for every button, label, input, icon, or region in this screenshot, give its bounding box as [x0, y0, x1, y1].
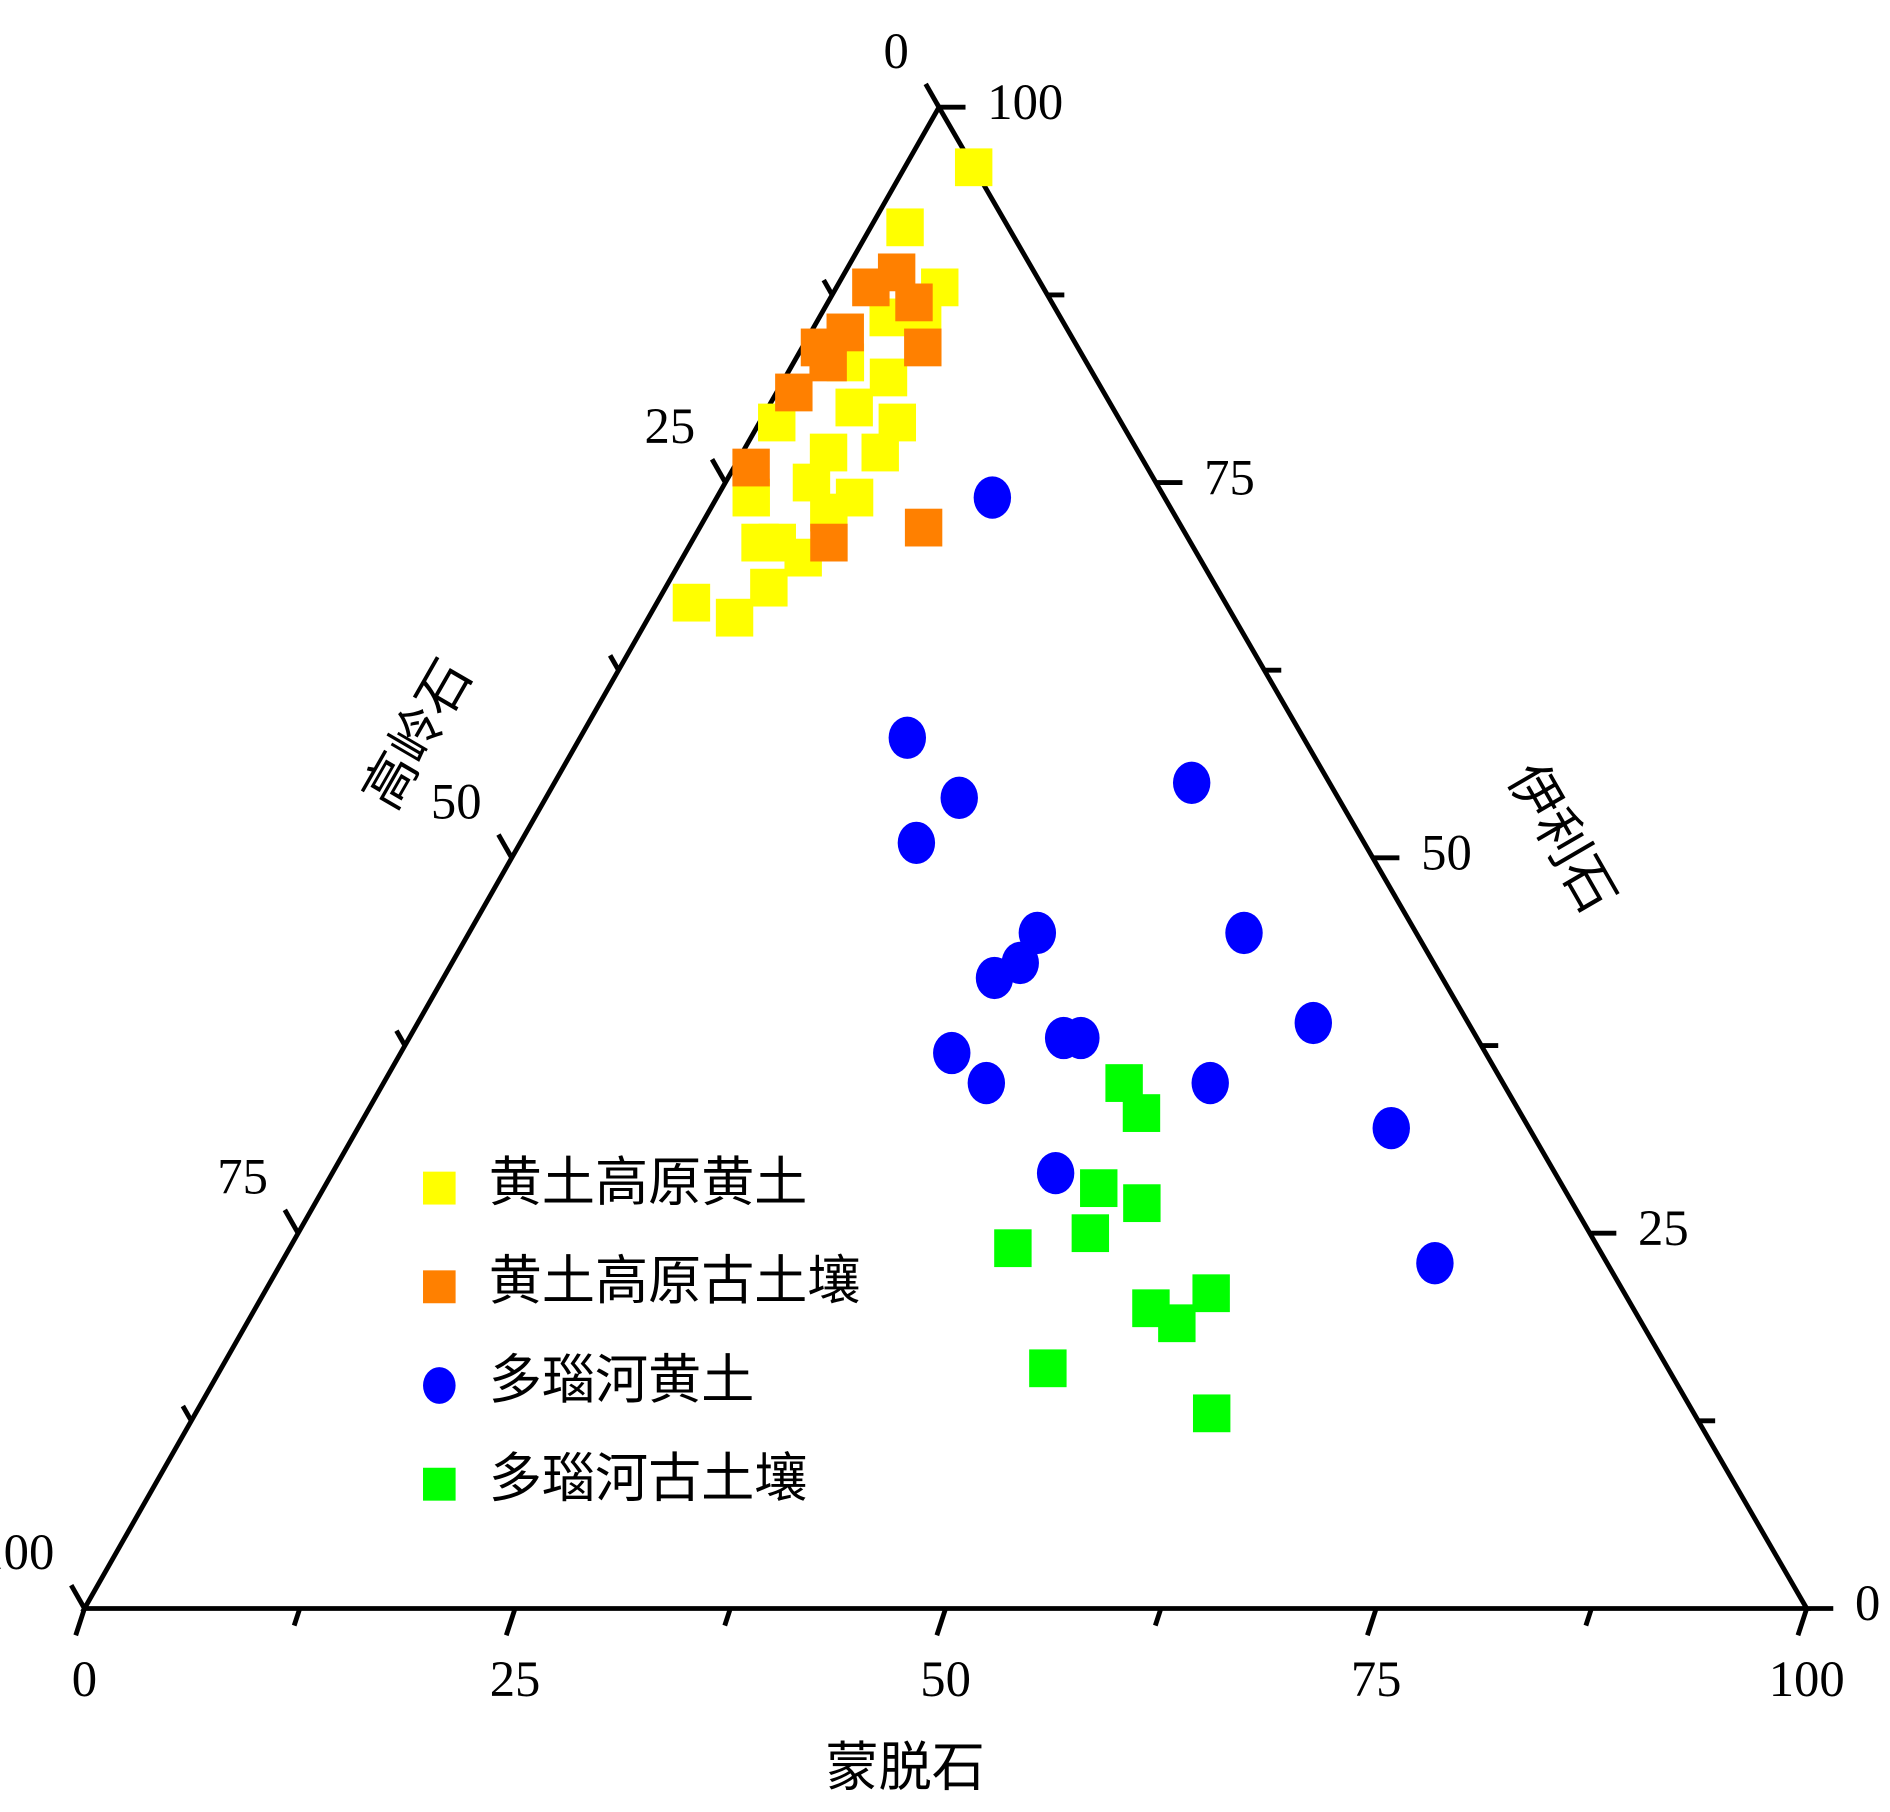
tick-label: 25	[490, 1652, 541, 1708]
minor-tick-mark	[821, 278, 835, 297]
data-point	[1172, 761, 1211, 804]
tick-label: 0	[72, 1652, 97, 1708]
data-point	[852, 268, 890, 307]
tick-mark	[709, 458, 728, 484]
data-point	[750, 568, 788, 607]
data-point	[810, 523, 848, 562]
data-point	[1122, 1094, 1161, 1132]
tick-label: 75	[1351, 1652, 1402, 1708]
data-point	[1044, 1016, 1083, 1060]
data-point	[973, 476, 1012, 519]
tick-mark	[69, 1583, 87, 1610]
tick-label: 0	[883, 24, 908, 80]
data-point	[1018, 911, 1057, 955]
bottom-axis-title: 蒙脱石	[826, 1737, 985, 1797]
minor-tick-mark	[291, 1607, 303, 1627]
tick-label: 25	[644, 399, 695, 455]
data-point	[869, 358, 908, 397]
tick-mark	[1365, 1607, 1379, 1637]
legend-label: 多瑙河古土壤	[489, 1448, 808, 1508]
data-point	[1036, 1151, 1075, 1195]
data-point	[715, 598, 754, 637]
data-point	[904, 328, 942, 367]
tick-mark	[282, 1208, 301, 1235]
right-axis-title: 伊利石	[1496, 753, 1627, 922]
legend-label: 多瑙河黄土	[489, 1350, 755, 1410]
tick-mark	[73, 1607, 87, 1637]
tick-mark	[923, 82, 942, 109]
data-point	[1416, 1242, 1454, 1285]
data-point	[809, 343, 847, 382]
legend-label: 黄土高原黄土	[489, 1152, 808, 1212]
minor-tick-mark	[180, 1404, 194, 1423]
data-point	[975, 956, 1014, 1000]
data-point	[886, 208, 924, 247]
legend-marker	[423, 1467, 456, 1501]
tick-mark	[496, 833, 514, 860]
tick-label: 100	[1769, 1652, 1845, 1708]
tick-mark	[503, 1607, 518, 1637]
tick-label: 50	[431, 774, 482, 830]
data-point	[775, 373, 813, 412]
tick-label: 100	[0, 1525, 54, 1581]
tick-mark	[1795, 1607, 1810, 1637]
data-point	[994, 1229, 1032, 1268]
minor-tick-mark	[1153, 1607, 1164, 1627]
data-point	[895, 283, 933, 322]
data-point	[1294, 1001, 1333, 1045]
legend-marker	[423, 1270, 456, 1304]
tick-mark	[934, 1607, 948, 1637]
data-point	[940, 776, 978, 819]
data-point	[967, 1061, 1006, 1105]
minor-tick-mark	[722, 1607, 733, 1627]
data-point	[1123, 1184, 1161, 1223]
data-point	[897, 821, 936, 865]
tick-label: 100	[987, 75, 1063, 131]
tick-label: 50	[1421, 825, 1472, 881]
data-point	[835, 388, 873, 427]
minor-tick-mark	[394, 1029, 408, 1047]
legend-marker	[423, 1171, 456, 1205]
tick-label: 25	[1638, 1201, 1689, 1257]
data-point	[904, 508, 943, 547]
data-point	[1158, 1304, 1196, 1343]
data-point	[1080, 1169, 1118, 1208]
minor-tick-mark	[607, 654, 621, 672]
data-point	[741, 523, 779, 562]
data-point	[1372, 1106, 1410, 1150]
data-point	[1192, 1274, 1230, 1313]
tick-label: 0	[1855, 1576, 1880, 1632]
data-point	[1191, 1061, 1229, 1105]
data-point	[1192, 1394, 1231, 1433]
data-point	[1071, 1214, 1110, 1253]
data-point	[1225, 911, 1263, 955]
tick-label: 75	[1204, 450, 1255, 506]
data-point	[954, 148, 993, 187]
data-point	[732, 448, 770, 487]
data-point	[1029, 1349, 1067, 1388]
legend-marker	[423, 1367, 456, 1404]
tick-label: 50	[920, 1652, 971, 1708]
legend-label: 黄土高原古土壤	[489, 1251, 861, 1311]
data-point	[878, 403, 917, 442]
data-point	[933, 1031, 971, 1075]
tick-label: 75	[217, 1150, 268, 1206]
data-point	[672, 583, 711, 622]
data-point	[888, 716, 927, 759]
minor-tick-mark	[1583, 1607, 1594, 1627]
